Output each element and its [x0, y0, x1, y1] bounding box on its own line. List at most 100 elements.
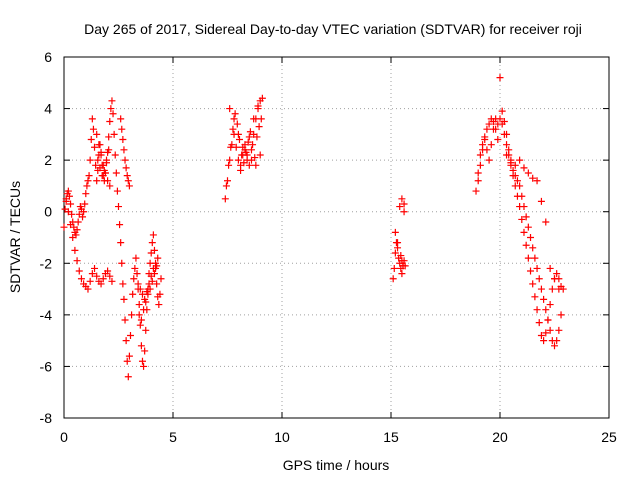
- data-point: [150, 246, 158, 254]
- data-point: [244, 138, 252, 146]
- data-point: [399, 262, 407, 270]
- data-point: [234, 156, 242, 164]
- data-point: [224, 177, 231, 185]
- data-point: [507, 156, 515, 164]
- data-point: [88, 270, 96, 278]
- data-point: [503, 151, 511, 159]
- data-point: [555, 326, 563, 334]
- data-point: [498, 120, 506, 128]
- data-point: [489, 125, 497, 133]
- data-point: [122, 164, 130, 172]
- data-point: [86, 156, 94, 164]
- data-point: [142, 298, 150, 306]
- x-tick-label: 20: [492, 429, 508, 445]
- data-point: [476, 161, 484, 169]
- data-point: [156, 290, 164, 298]
- data-point: [140, 362, 148, 370]
- data-point: [537, 197, 545, 205]
- data-point: [513, 192, 521, 200]
- data-point: [135, 301, 143, 309]
- data-point: [540, 295, 548, 303]
- data-point: [511, 182, 519, 190]
- data-point: [86, 277, 94, 285]
- y-tick-label: -8: [40, 410, 53, 426]
- data-point: [520, 228, 528, 236]
- data-point: [60, 223, 68, 231]
- data-point: [400, 208, 408, 216]
- data-point: [225, 161, 233, 169]
- data-point: [112, 169, 120, 177]
- y-tick-label: 0: [44, 204, 52, 220]
- data-point: [106, 272, 114, 280]
- data-point: [104, 267, 112, 275]
- data-point: [524, 254, 532, 262]
- data-point: [498, 107, 506, 115]
- data-point: [548, 285, 556, 293]
- data-point: [121, 316, 129, 324]
- data-point: [109, 110, 117, 118]
- data-point: [398, 195, 406, 203]
- data-point: [247, 156, 255, 164]
- data-point: [233, 120, 241, 128]
- data-point: [128, 311, 136, 319]
- data-point: [483, 146, 491, 154]
- data-point: [65, 192, 73, 200]
- data-points: [60, 74, 567, 381]
- data-point: [542, 306, 550, 314]
- data-point: [98, 172, 106, 180]
- data-point: [104, 177, 112, 185]
- data-point: [246, 128, 254, 136]
- data-point: [92, 161, 100, 169]
- data-point: [513, 177, 521, 185]
- data-point: [106, 182, 114, 190]
- data-point: [518, 215, 526, 223]
- data-point: [529, 174, 537, 182]
- data-point: [95, 141, 103, 149]
- data-point: [389, 275, 397, 283]
- data-point: [140, 306, 148, 314]
- data-point: [555, 285, 563, 293]
- data-point: [106, 117, 114, 125]
- data-point: [141, 347, 149, 355]
- y-tick-label: 6: [44, 49, 52, 65]
- data-point: [241, 146, 249, 154]
- data-point: [542, 329, 550, 337]
- y-tick-label: 2: [44, 152, 52, 168]
- data-point: [157, 275, 165, 283]
- data-point: [80, 208, 88, 216]
- y-tick-labels: -8 -6 -4 -2 0 2 4 6: [40, 49, 53, 426]
- data-point: [74, 218, 82, 226]
- chart-title: Day 265 of 2017, Sidereal Day-to-day VTE…: [84, 21, 582, 37]
- data-point: [258, 94, 266, 102]
- data-point: [64, 187, 72, 195]
- data-point: [398, 270, 406, 278]
- y-axis-label: SDTVAR / TECUs: [7, 181, 23, 293]
- data-point: [110, 130, 118, 138]
- data-point: [237, 161, 245, 169]
- data-point: [118, 125, 126, 133]
- data-point: [250, 115, 258, 123]
- data-point: [117, 239, 125, 247]
- data-point: [124, 373, 132, 381]
- data-point: [535, 275, 543, 283]
- data-point: [492, 115, 500, 123]
- data-point: [133, 270, 141, 278]
- data-point: [500, 130, 508, 138]
- data-point: [537, 285, 545, 293]
- data-point: [125, 352, 133, 360]
- data-point: [144, 290, 152, 298]
- data-point: [557, 311, 565, 319]
- data-point: [81, 200, 89, 208]
- data-point: [84, 285, 92, 293]
- data-point: [91, 143, 99, 151]
- data-point: [474, 177, 482, 185]
- data-point: [254, 102, 262, 110]
- data-point: [67, 200, 75, 208]
- data-point: [522, 241, 530, 249]
- data-point: [535, 319, 543, 327]
- data-point: [494, 136, 502, 144]
- data-point: [146, 285, 154, 293]
- data-point: [527, 267, 535, 275]
- data-point: [113, 187, 121, 195]
